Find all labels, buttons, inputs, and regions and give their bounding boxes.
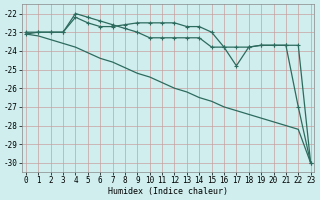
X-axis label: Humidex (Indice chaleur): Humidex (Indice chaleur) [108,187,228,196]
